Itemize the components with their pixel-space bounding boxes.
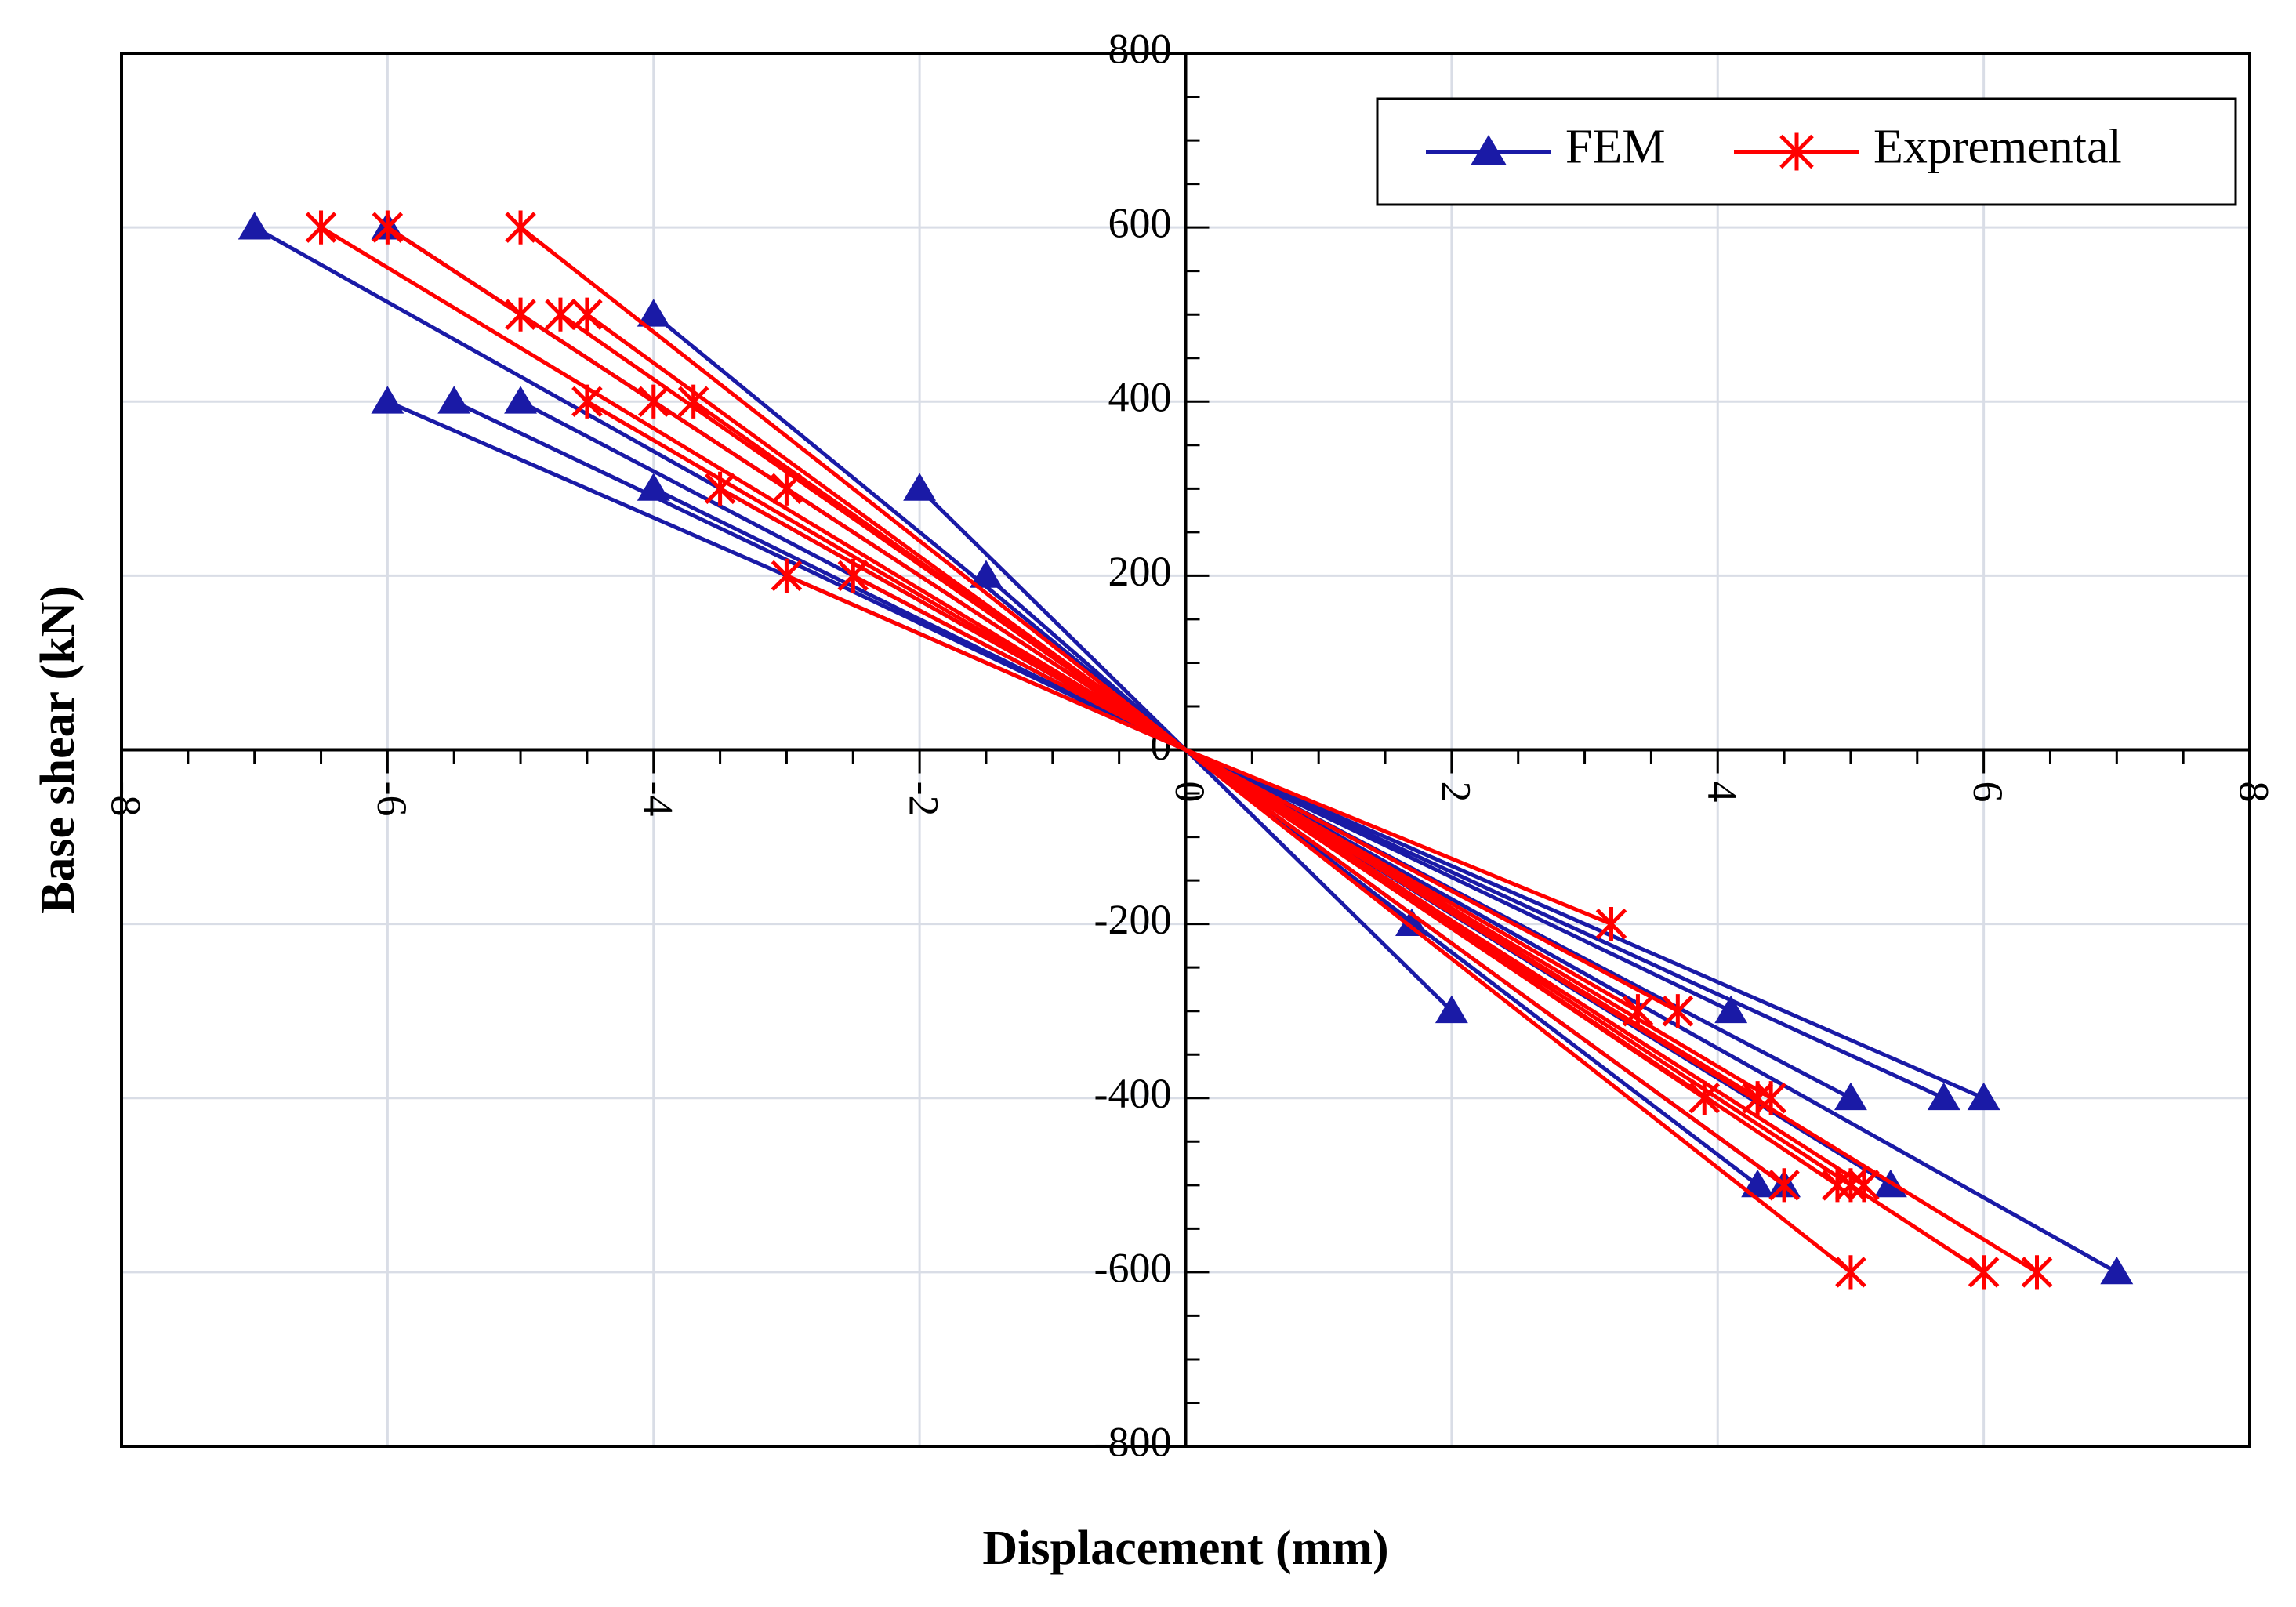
fem-marker	[1834, 1082, 1867, 1111]
fem-marker	[1741, 1169, 1775, 1198]
y-tick-label: -600	[1094, 1244, 1172, 1291]
experimental-marker	[1595, 907, 1627, 941]
legend: FEM Expremental	[1376, 97, 2237, 206]
legend-experimental-label: Expremental	[1873, 121, 2122, 174]
x-tick-label: -6	[368, 782, 415, 817]
x-tick-label: -2	[901, 782, 948, 817]
fem-marker	[903, 473, 937, 501]
experimental-marker	[545, 297, 576, 332]
experimental-marker	[1622, 994, 1654, 1028]
legend-experimental-marker	[1779, 132, 1814, 171]
fem-marker	[970, 560, 1003, 588]
fem-marker	[437, 386, 471, 414]
y-axis-title: Base shear (kN)	[31, 586, 85, 914]
experimental-marker	[372, 210, 404, 245]
x-tick-label: 8	[2231, 782, 2278, 803]
experimental-marker	[1662, 994, 1694, 1028]
fem-marker	[637, 299, 670, 327]
series-layer	[238, 210, 2134, 1290]
experimental-marker	[704, 471, 736, 506]
y-tick-label: -800	[1094, 1418, 1172, 1465]
x-axis-title: Displacement (mm)	[982, 1522, 1388, 1575]
x-tick-label: 0	[1166, 782, 1213, 803]
experimental-marker	[1755, 1081, 1786, 1115]
x-tick-label: 6	[1964, 782, 2011, 803]
experimental-marker	[837, 558, 869, 593]
fem-marker	[1927, 1082, 1960, 1111]
fem-marker	[371, 386, 404, 414]
y-tick-label: 400	[1108, 374, 1172, 421]
experimental-marker	[2021, 1255, 2053, 1290]
experimental-marker	[571, 384, 603, 419]
fem-marker	[637, 473, 670, 501]
fem-marker	[2100, 1256, 2134, 1285]
experimental-marker	[505, 210, 536, 245]
x-tick-label: -8	[103, 782, 150, 817]
fem-marker	[238, 212, 271, 240]
x-tick-label: 4	[1699, 782, 1746, 803]
y-tick-label: 200	[1108, 548, 1172, 595]
experimental-marker	[1768, 1168, 1800, 1203]
fem-marker	[1471, 135, 1507, 165]
x-tick-label: 2	[1432, 782, 1479, 803]
experimental-marker	[571, 297, 603, 332]
y-tick-label: -200	[1094, 896, 1172, 943]
experimental-marker	[771, 558, 803, 593]
experimental-marker	[677, 384, 709, 419]
fem-marker	[1435, 995, 1468, 1024]
experimental-marker	[305, 210, 337, 245]
experimental-marker	[771, 471, 803, 506]
y-tick-label: 800	[1108, 25, 1172, 72]
x-tick-label: -4	[634, 782, 681, 817]
fem-marker	[1714, 995, 1748, 1024]
legend-fem-label: FEM	[1565, 121, 1665, 174]
y-tick-label: 600	[1108, 200, 1172, 247]
y-tick-label: -400	[1094, 1070, 1172, 1117]
fem-marker	[1967, 1082, 2000, 1111]
series-experimental	[305, 210, 2053, 1290]
experimental-line	[319, 225, 2039, 1275]
experimental-marker	[1688, 1081, 1721, 1115]
experimental-marker	[1835, 1255, 1866, 1290]
fem-marker	[504, 386, 538, 414]
experimental-marker	[505, 297, 536, 332]
experimental-marker	[637, 384, 669, 419]
experimental-marker	[1968, 1255, 2000, 1290]
experimental-marker	[1848, 1168, 1880, 1203]
axes: -8 -6 -4 -2 0 2 4 6 8-800-600-400-20002004006008…	[103, 25, 2278, 1465]
